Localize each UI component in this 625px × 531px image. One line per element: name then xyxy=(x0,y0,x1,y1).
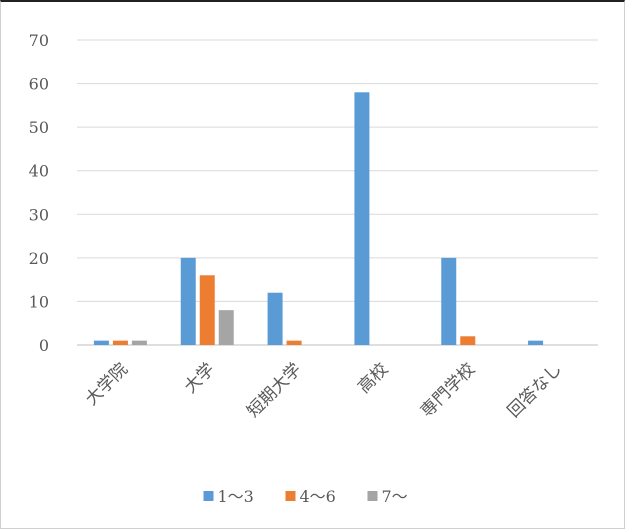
y-tick-label: 30 xyxy=(29,205,49,224)
legend-item: 4〜6 xyxy=(285,487,336,506)
bar xyxy=(286,340,302,345)
y-tick-label: 60 xyxy=(29,75,49,94)
y-tick-label: 10 xyxy=(29,292,49,311)
bar xyxy=(354,92,370,346)
bar xyxy=(199,275,215,345)
legend-item: 1〜3 xyxy=(203,487,254,506)
y-tick-label: 0 xyxy=(39,336,49,355)
x-category-label: 大学院 xyxy=(82,359,132,409)
x-category-label: 高校 xyxy=(354,359,392,397)
legend-item: 7〜 xyxy=(367,487,408,506)
legend: 1〜3 4〜6 7〜 xyxy=(203,487,408,506)
x-category-label: 専門学校 xyxy=(417,359,479,421)
bar xyxy=(218,310,234,345)
legend-swatch xyxy=(285,491,296,501)
bar xyxy=(93,340,109,345)
y-tick-label: 20 xyxy=(29,249,49,268)
bar xyxy=(441,257,457,345)
legend-label: 1〜3 xyxy=(218,487,254,506)
y-tick-label: 50 xyxy=(29,118,49,137)
legend-label: 7〜 xyxy=(382,487,408,506)
bar xyxy=(131,340,147,345)
legend-swatch xyxy=(203,491,214,501)
legend-swatch xyxy=(367,491,378,501)
legend-label: 4〜6 xyxy=(300,487,336,506)
bar xyxy=(460,336,476,345)
y-tick-label: 70 xyxy=(29,31,49,50)
bar xyxy=(528,340,544,345)
bar xyxy=(112,340,128,345)
x-category-label: 回答なし xyxy=(504,359,566,421)
bars xyxy=(93,92,544,346)
bar xyxy=(267,292,283,345)
x-axis-category-labels: 大学院 大学 短期大学 高校 専門学校 回答なし xyxy=(82,359,566,421)
y-tick-label: 40 xyxy=(29,162,49,181)
x-category-label: 大学 xyxy=(181,359,219,397)
y-axis-tick-labels: 0 10 20 30 40 50 60 70 xyxy=(29,31,49,355)
x-category-label: 短期大学 xyxy=(243,359,305,421)
bar xyxy=(180,257,196,345)
gridlines xyxy=(77,39,598,346)
